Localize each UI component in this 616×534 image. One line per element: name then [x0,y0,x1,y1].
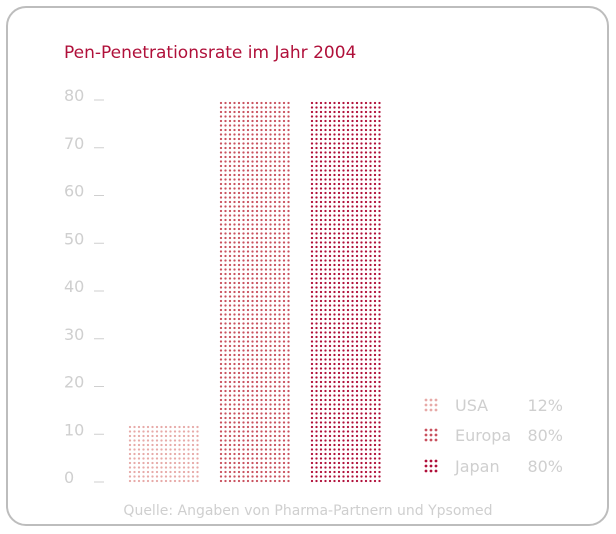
legend-label-japan: Japan [454,457,500,476]
y-tick-label-50: 50 [64,229,84,248]
y-tick-label-0: 0 [64,468,74,487]
legend-swatch-usa [424,398,438,412]
legend-label-europa: Europa [455,426,511,445]
bars [128,101,381,483]
legend-label-usa: USA [455,396,488,415]
legend-item-usa: USA 12% [424,396,563,415]
legend-value-japan: 80% [527,457,563,476]
chart-title: Pen-Penetrationsrate im Jahr 2004 [64,43,357,63]
y-tick-label-60: 60 [64,182,84,201]
legend: USA 12% Europa 80% Japan 80% [424,396,563,476]
y-tick-label-10: 10 [64,420,84,439]
source-note: Quelle: Angaben von Pharma-Partnern und … [123,503,493,519]
legend-swatch-japan [424,459,438,473]
chart-card [6,6,609,526]
bar-usa [128,425,199,483]
y-axis: 0 10 20 30 40 50 60 70 80 [64,86,104,487]
legend-value-usa: 12% [527,396,563,415]
y-tick-label-20: 20 [64,373,84,392]
legend-value-europa: 80% [527,426,563,445]
y-tick-label-30: 30 [64,325,84,344]
legend-item-europa: Europa 80% [424,426,563,445]
bar-japan [310,101,381,483]
bar-europa [219,101,290,483]
legend-swatch-europa [424,428,438,442]
y-tick-label-70: 70 [64,134,84,153]
legend-item-japan: Japan 80% [424,457,563,476]
y-tick-label-80: 80 [64,86,84,105]
y-tick-label-40: 40 [64,277,84,296]
